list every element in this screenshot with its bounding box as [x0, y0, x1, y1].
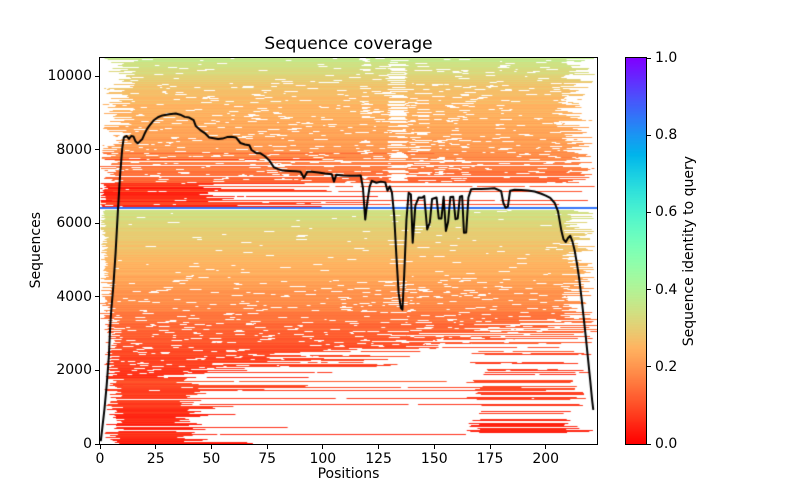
x-tick-mark — [210, 444, 212, 449]
y-tick-mark — [95, 443, 100, 445]
colorbar-label-wrap: Sequence identity to query — [681, 58, 697, 444]
x-tick-mark — [545, 444, 547, 449]
y-tick-label: 4000 — [56, 288, 92, 305]
msa-heatmap-canvas — [100, 58, 597, 444]
x-tick-label: 25 — [146, 451, 165, 467]
colorbar-tick-mark — [646, 211, 651, 213]
colorbar-tick-label: 0.0 — [655, 436, 678, 452]
x-tick-label: 50 — [202, 451, 221, 467]
x-tick-mark — [322, 444, 324, 449]
y-tick-label: 0 — [83, 436, 92, 452]
y-tick-label: 10000 — [47, 68, 92, 85]
y-tick-mark — [95, 222, 100, 224]
y-tick-label: 6000 — [56, 215, 92, 232]
x-tick-mark — [433, 444, 435, 449]
colorbar-tick-mark — [646, 57, 651, 59]
colorbar-tick-label: 0.2 — [655, 358, 678, 375]
colorbar-tick-label: 0.4 — [655, 281, 678, 298]
colorbar-area — [625, 57, 647, 445]
x-tick-label: 150 — [420, 451, 448, 467]
y-tick-label: 2000 — [56, 362, 92, 379]
y-tick-label: 8000 — [56, 141, 92, 158]
colorbar-tick-mark — [646, 134, 651, 136]
x-tick-mark — [489, 444, 491, 449]
colorbar-canvas — [626, 58, 646, 444]
colorbar-tick-mark — [646, 443, 651, 445]
x-tick-mark — [155, 444, 157, 449]
x-tick-label: 200 — [532, 451, 560, 467]
y-tick-mark — [95, 75, 100, 77]
colorbar-tick-label: 0.8 — [655, 127, 678, 144]
colorbar-tick-label: 1.0 — [655, 50, 678, 66]
x-axis-label: Positions — [317, 466, 380, 482]
y-tick-mark — [95, 296, 100, 298]
x-tick-label: 100 — [309, 451, 337, 467]
x-tick-label: 175 — [476, 451, 504, 467]
y-tick-mark — [95, 149, 100, 151]
x-tick-label: 0 — [95, 451, 105, 467]
x-tick-mark — [99, 444, 101, 449]
x-tick-label: 125 — [365, 451, 392, 467]
x-tick-mark — [378, 444, 380, 449]
y-tick-mark — [95, 369, 100, 371]
colorbar-tick-label: 0.6 — [655, 204, 678, 221]
x-tick-label: 75 — [258, 451, 277, 467]
colorbar-tick-mark — [646, 366, 651, 368]
x-tick-mark — [266, 444, 268, 449]
colorbar-label: Sequence identity to query — [681, 155, 697, 347]
colorbar-tick-mark — [646, 289, 651, 291]
msa-plot-area — [99, 57, 598, 445]
plot-title: Sequence coverage — [264, 34, 433, 54]
